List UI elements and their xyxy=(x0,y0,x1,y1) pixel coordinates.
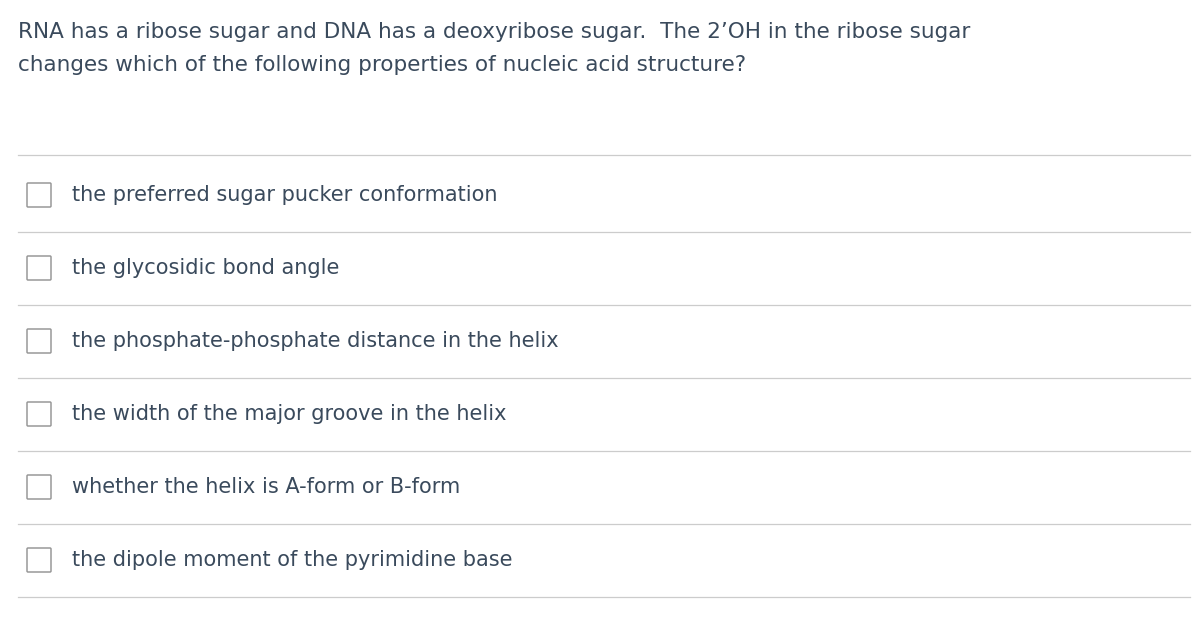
FancyBboxPatch shape xyxy=(28,183,50,207)
FancyBboxPatch shape xyxy=(28,475,50,499)
FancyBboxPatch shape xyxy=(28,548,50,572)
Text: RNA has a ribose sugar and DNA has a deoxyribose sugar.  The 2’OH in the ribose : RNA has a ribose sugar and DNA has a deo… xyxy=(18,22,971,42)
Text: the glycosidic bond angle: the glycosidic bond angle xyxy=(72,258,340,278)
Text: changes which of the following properties of nucleic acid structure?: changes which of the following propertie… xyxy=(18,55,746,75)
Text: the dipole moment of the pyrimidine base: the dipole moment of the pyrimidine base xyxy=(72,550,512,570)
Text: the preferred sugar pucker conformation: the preferred sugar pucker conformation xyxy=(72,185,498,205)
FancyBboxPatch shape xyxy=(28,256,50,280)
Text: the width of the major groove in the helix: the width of the major groove in the hel… xyxy=(72,404,506,424)
Text: the phosphate-phosphate distance in the helix: the phosphate-phosphate distance in the … xyxy=(72,331,559,351)
FancyBboxPatch shape xyxy=(28,402,50,426)
FancyBboxPatch shape xyxy=(28,329,50,353)
Text: whether the helix is A-form or B-form: whether the helix is A-form or B-form xyxy=(72,477,461,497)
